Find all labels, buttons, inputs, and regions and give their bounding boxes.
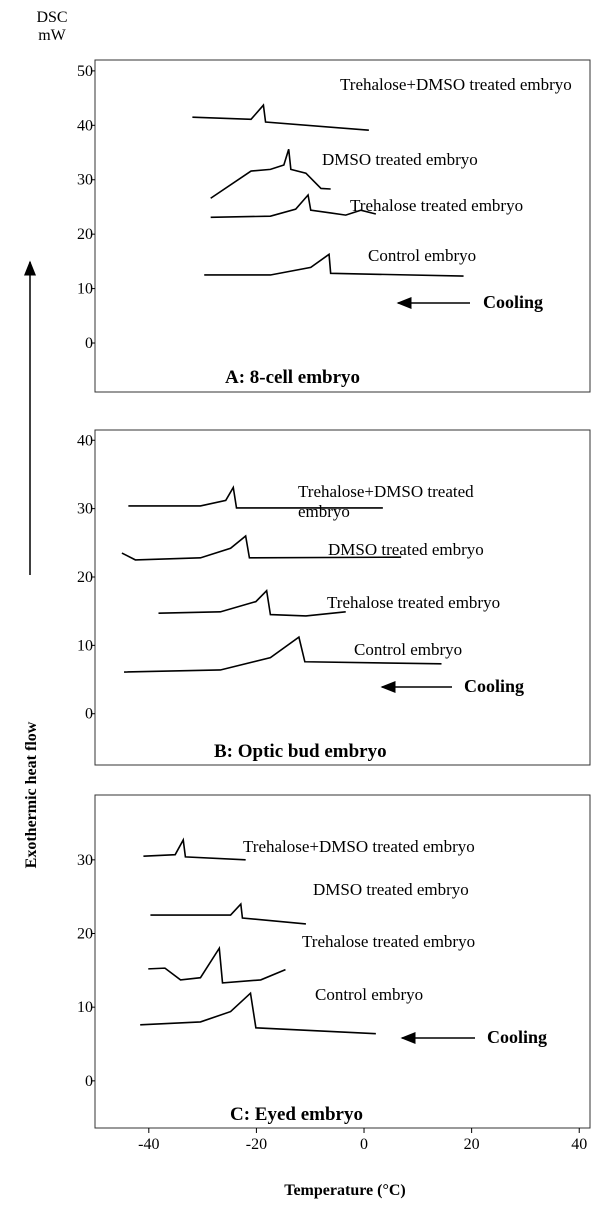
cooling-label: Cooling <box>464 676 525 696</box>
curve-label: Trehalose treated embryo <box>302 932 476 951</box>
cooling-label: Cooling <box>483 292 544 312</box>
cooling-label: Cooling <box>487 1027 548 1047</box>
dsc-curve <box>148 945 286 984</box>
dsc-curve <box>210 149 331 199</box>
dsc-curve <box>143 837 246 861</box>
dsc-curve <box>124 635 442 673</box>
dsc-curve <box>158 588 346 617</box>
y-unit: mW <box>38 27 66 44</box>
curve-label: DMSO treated embryo <box>328 540 484 559</box>
y-tick-label: 10 <box>77 637 93 654</box>
dsc-curve <box>128 485 383 509</box>
dsc-curve <box>121 534 402 561</box>
panel-frame <box>94 59 591 393</box>
dsc-curve <box>204 252 464 277</box>
x-tick-label: 40 <box>571 1136 587 1153</box>
curve-label: Control embryo <box>315 985 424 1004</box>
y-tick-label: 40 <box>77 117 93 134</box>
y-axis-label: Exothermic heat flow <box>23 721 40 868</box>
dsc-curve <box>150 902 306 925</box>
y-tick-label: 10 <box>77 999 93 1016</box>
y-tick-label: 40 <box>77 432 93 449</box>
y-tick-label: 30 <box>77 852 93 869</box>
y-tick-label: 20 <box>77 569 93 586</box>
curve-label: Trehalose+DMSO treated embryo <box>243 837 475 856</box>
curve-label: Trehalose treated embryo <box>327 593 501 612</box>
panel-frame <box>94 429 591 766</box>
curve-label: Trehalose+DMSO treated embryo <box>340 75 572 94</box>
dsc-curve <box>210 193 377 219</box>
y-tick-label: 0 <box>85 335 93 352</box>
x-tick-label: 0 <box>360 1136 368 1153</box>
x-tick-label: -20 <box>246 1136 267 1153</box>
y-tick-label: 10 <box>77 281 93 298</box>
x-tick-label: -40 <box>138 1136 159 1153</box>
y-tick-label: 20 <box>77 926 93 943</box>
x-tick-label: 20 <box>464 1136 480 1153</box>
curve-label: Trehalose treated embryo <box>350 196 524 215</box>
curve-label: DMSO treated embryo <box>313 880 469 899</box>
panel-title: C: Eyed embryo <box>230 1104 363 1125</box>
y-tick-label: 30 <box>77 172 93 189</box>
curve-label: DMSO treated embryo <box>322 150 478 169</box>
dsc-curve <box>192 103 369 132</box>
curve-label: Control embryo <box>354 640 463 659</box>
y-tick-label: 0 <box>85 1073 93 1090</box>
y-tick-label: 30 <box>77 501 93 518</box>
panel-title: B: Optic bud embryo <box>214 741 387 762</box>
panel-frame <box>94 794 591 1129</box>
curve-label: Control embryo <box>368 246 477 265</box>
x-axis-label: Temperature (°C) <box>284 1182 405 1199</box>
y-tick-label: 50 <box>77 63 93 80</box>
curve-label: Trehalose+DMSO treated embryo <box>298 482 474 521</box>
dsc-curve <box>140 991 376 1035</box>
y-unit: DSC <box>36 9 67 26</box>
y-tick-label: 20 <box>77 226 93 243</box>
y-tick-label: 0 <box>85 706 93 723</box>
panel-title: A: 8-cell embryo <box>225 367 361 388</box>
